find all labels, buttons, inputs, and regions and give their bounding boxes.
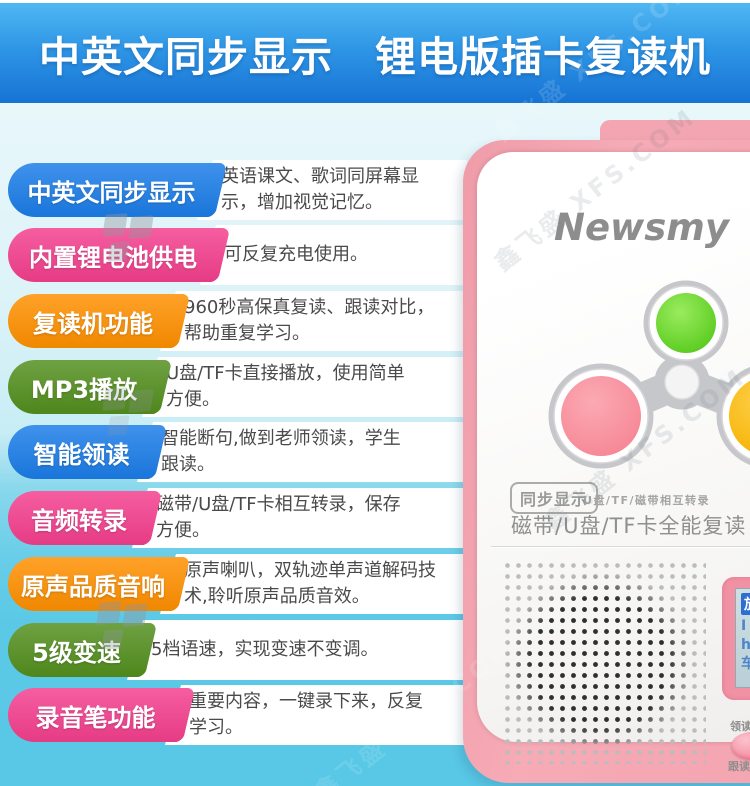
- sync-display-badge: 同步显示: [510, 482, 599, 514]
- feature-ribbon: 智能领读: [8, 425, 155, 479]
- feature-desc-strip: 磁带/U盘/TF卡相互转录，保存 方便。: [132, 488, 467, 548]
- feature-row: 重要内容，一键录下来，反复 学习。 录音笔功能: [0, 685, 476, 745]
- lead-read-label: 领读: [730, 720, 750, 733]
- feature-desc: 可反复充电使用。: [224, 244, 368, 265]
- transfer-note: U盘/TF/磁带相互转录: [583, 494, 710, 507]
- feature-desc-strip: 智能断句,做到老师领读，学生 跟读。: [137, 422, 467, 482]
- lcd-line: hu: [741, 637, 750, 653]
- feature-ribbon: 原声品质音响: [8, 557, 178, 611]
- feature-row: 可反复充电使用。 内置锂电池供电: [0, 225, 476, 285]
- feature-label: 中英文同步显示: [27, 178, 196, 207]
- feature-label: 内置锂电池供电: [29, 243, 197, 272]
- feature-label: 原声品质音响: [21, 572, 165, 601]
- product-tagline: 磁带/U盘/TF卡全能复读: [511, 514, 747, 538]
- feature-label: MP3播放: [30, 375, 138, 404]
- feature-ribbon: 中英文同步显示: [8, 163, 215, 217]
- feature-desc-strip: 原声喇叭，双轨迹单声道解码技 术,聆听原声品质音效。: [160, 554, 467, 614]
- feature-desc: 磁带/U盘/TF卡相互转录，保存 方便。: [156, 494, 401, 541]
- feature-desc-strip: 5档语速，实现变速不变调。: [127, 620, 467, 680]
- feature-desc: 智能断句,做到老师领读，学生 跟读。: [161, 428, 401, 475]
- feature-desc-strip: 可反复充电使用。: [200, 225, 467, 285]
- device-face: Newsmy: [477, 152, 750, 773]
- feature-desc: U盘/TF卡直接播放，使用简单 方便。: [166, 363, 405, 410]
- feature-row: 英语课文、歌词同屏幕显 示，增加视觉记忆。 中英文同步显示: [0, 160, 476, 220]
- feature-row: 960秒高保真复读、跟读对比， 帮助重复学习。 复读机功能: [0, 291, 476, 351]
- feature-ribbon: 复读机功能: [8, 294, 178, 348]
- feature-label: 音频转录: [31, 506, 127, 535]
- feature-label: 智能领读: [33, 440, 130, 469]
- lcd-screen: 放 I hu 车: [735, 588, 750, 688]
- brand-logo: Newsmy: [554, 206, 729, 249]
- lcd-line: I: [741, 618, 747, 634]
- center-button: [664, 364, 700, 400]
- feature-row: U盘/TF卡直接播放，使用简单 方便。 MP3播放: [0, 357, 476, 417]
- device-button-pad: [548, 280, 750, 469]
- feature-desc: 原声喇叭，双轨迹单声道解码技 术,聆听原声品质音效。: [184, 560, 436, 607]
- feature-label: 录音笔功能: [35, 703, 156, 732]
- feature-desc: 重要内容，一键录下来，反复 学习。: [189, 691, 423, 738]
- pink-button: [561, 376, 641, 456]
- lcd-line: 车: [741, 655, 750, 674]
- feature-label: 5级变速: [32, 638, 121, 667]
- feature-desc-strip: 英语课文、歌词同屏幕显 示，增加视觉记忆。: [197, 160, 467, 220]
- feature-desc-strip: 960秒高保真复读、跟读对比， 帮助重复学习。: [160, 291, 467, 351]
- feature-row: 智能断句,做到老师领读，学生 跟读。 智能领读: [0, 422, 476, 482]
- feature-desc: 英语课文、歌词同屏幕显 示，增加视觉记忆。: [221, 166, 419, 213]
- green-button: [656, 293, 716, 353]
- follow-read-button: [731, 732, 750, 760]
- feature-label: 复读机功能: [33, 309, 153, 338]
- follow-read-label: 跟读/对比: [728, 760, 750, 773]
- feature-ribbon: 录音笔功能: [8, 688, 183, 742]
- feature-desc-strip: 重要内容，一键录下来，反复 学习。: [165, 685, 467, 745]
- feature-ribbon: 内置锂电池供电: [8, 228, 218, 282]
- feature-desc: 5档语速，实现变速不变调。: [151, 639, 379, 660]
- speaker-grille: [502, 560, 706, 764]
- feature-row: 5档语速，实现变速不变调。 5级变速: [0, 620, 476, 680]
- feature-ribbon: 5级变速: [8, 623, 145, 677]
- feature-desc: 960秒高保真复读、跟读对比， 帮助重复学习。: [184, 297, 435, 344]
- feature-row: 磁带/U盘/TF卡相互转录，保存 方便。 音频转录: [0, 488, 476, 548]
- feature-row: 原声喇叭，双轨迹单声道解码技 术,聆听原声品质音效。 原声品质音响: [0, 554, 476, 614]
- lcd-active-item: 放: [741, 593, 750, 615]
- feature-ribbon: MP3播放: [8, 360, 160, 414]
- orange-button: [729, 380, 750, 452]
- lcd-module: 放 I hu 车: [722, 577, 750, 700]
- product-image: Newsmy: [463, 120, 750, 783]
- feature-ribbon: 音频转录: [8, 491, 150, 545]
- feature-desc-strip: U盘/TF卡直接播放，使用简单 方便。: [142, 357, 467, 417]
- header-banner: 中英文同步显示 锂电版插卡复读机: [0, 3, 750, 103]
- divider-line: [491, 546, 750, 547]
- page-title: 中英文同步显示 锂电版插卡复读机: [39, 33, 711, 81]
